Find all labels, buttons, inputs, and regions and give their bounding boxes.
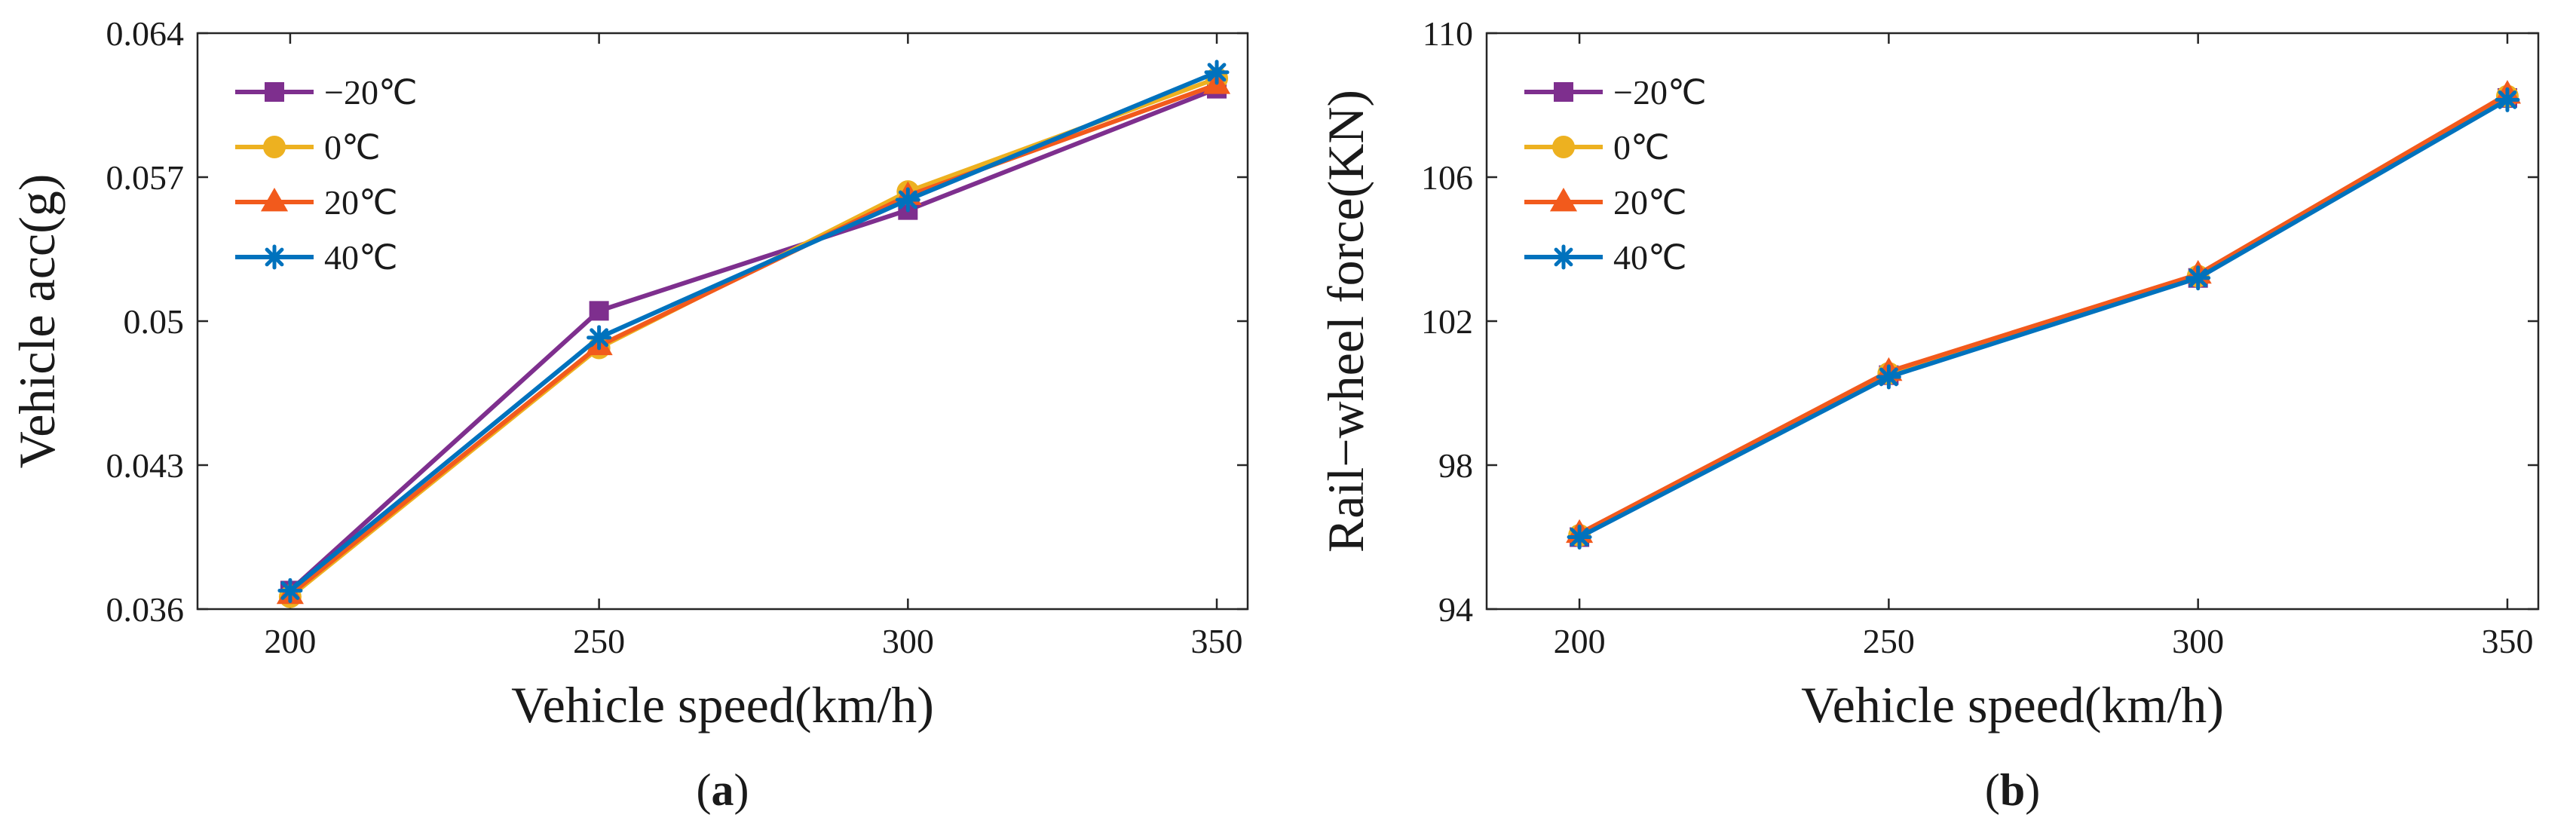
y-tick-label: 110 <box>1423 14 1473 53</box>
legend-marker-2 <box>1549 188 1578 212</box>
series-line-3 <box>289 70 1218 593</box>
chart-panel-b: 94 98 102 106 110 200 250 300 350 Vehicle speed(k… <box>1317 14 2540 815</box>
star-core <box>285 586 295 596</box>
star-core <box>594 332 604 342</box>
panel-label-close: ) <box>734 765 749 815</box>
star-core <box>903 195 913 205</box>
panel-label: (a) <box>697 765 749 815</box>
series-line-2 <box>289 82 1218 597</box>
panel-label-close: ) <box>2025 765 2040 815</box>
legend-label-0: −20℃ <box>324 73 418 112</box>
x-tick-label: 200 <box>1554 622 1606 660</box>
panel-label: (b) <box>1985 765 2040 815</box>
legend-marker-3 <box>1551 244 1576 270</box>
series-line-0 <box>288 86 1218 593</box>
data-point-s3-0 <box>1567 525 1592 550</box>
x-axis-label: Vehicle speed(km/h) <box>511 676 934 733</box>
y-axis-label: Vehicle acc(g) <box>8 174 66 469</box>
panel-label-letter: b <box>2000 765 2025 815</box>
legend: −20℃ 0℃ 20℃ 40℃ <box>235 73 418 277</box>
data-point-s3-2 <box>895 187 920 213</box>
star-core <box>1212 67 1222 77</box>
series-line-1 <box>1578 93 2509 537</box>
legend-marker-0 <box>1554 82 1573 102</box>
legend-marker-1 <box>1552 136 1575 158</box>
data-point-s3-2 <box>2185 265 2211 291</box>
legend-label-1: 0℃ <box>324 128 381 167</box>
x-tick-label: 300 <box>2172 622 2224 660</box>
star-core <box>1884 372 1894 382</box>
legend-marker-1 <box>263 136 286 158</box>
legend-label-1: 0℃ <box>1613 128 1670 167</box>
star-core <box>1575 532 1585 542</box>
legend-label-0: −20℃ <box>1613 73 1707 112</box>
legend-marker-2 <box>260 188 289 212</box>
plot-area-frame <box>1485 32 2540 611</box>
x-tick-label: 250 <box>1863 622 1915 660</box>
y-axis-label: Rail−wheel force(KN) <box>1317 90 1374 553</box>
x-tick-label: 250 <box>573 622 625 660</box>
series-line-0 <box>1578 96 2509 540</box>
x-tick-label: 200 <box>264 622 316 660</box>
chart-panel-a: 0.036 0.043 0.05 0.057 0.064 200 250 300 350 Vehi… <box>8 14 1249 815</box>
y-tick-label: 0.064 <box>106 14 185 53</box>
data-point-s3-1 <box>587 325 612 351</box>
panel-label-open: ( <box>1985 765 2000 815</box>
data-point-s3-3 <box>2495 87 2520 112</box>
legend-label-3: 40℃ <box>324 238 398 277</box>
y-tick-label: 98 <box>1438 446 1473 485</box>
legend-label-2: 20℃ <box>324 183 398 222</box>
legend: −20℃ 0℃ 20℃ 40℃ <box>1524 73 1707 277</box>
x-tick-label: 350 <box>1191 622 1243 660</box>
panel-label-letter: a <box>712 765 734 815</box>
x-tick-label: 300 <box>882 622 934 660</box>
series-line-3 <box>1578 97 2509 540</box>
star-core <box>270 253 279 262</box>
y-tick-label: 94 <box>1438 590 1473 629</box>
y-tick-label: 102 <box>1421 302 1473 341</box>
legend-marker-0 <box>265 82 284 102</box>
legend-label-3: 40℃ <box>1613 238 1687 277</box>
data-point-s3-0 <box>277 577 303 603</box>
x-tick-label: 350 <box>2481 622 2533 660</box>
y-tick-label: 0.05 <box>124 302 185 341</box>
y-tick-label: 106 <box>1421 158 1473 197</box>
data-point-s3-3 <box>1204 60 1230 85</box>
plot-area-frame <box>196 32 1249 611</box>
star-core <box>2193 273 2203 283</box>
legend-marker-3 <box>262 244 287 270</box>
y-tick-label: 0.036 <box>106 590 185 629</box>
panel-label-open: ( <box>697 765 712 815</box>
star-core <box>2502 95 2512 105</box>
star-core <box>1559 253 1568 262</box>
data-point-s3-1 <box>1876 364 1901 390</box>
legend-label-2: 20℃ <box>1613 183 1687 222</box>
y-tick-label: 0.043 <box>106 446 185 485</box>
x-axis-label: Vehicle speed(km/h) <box>1801 676 2224 733</box>
series-line-1 <box>289 76 1218 599</box>
data-point-s0-1 <box>589 301 609 321</box>
y-tick-label: 0.057 <box>106 158 185 197</box>
series-line-2 <box>1578 92 2509 536</box>
